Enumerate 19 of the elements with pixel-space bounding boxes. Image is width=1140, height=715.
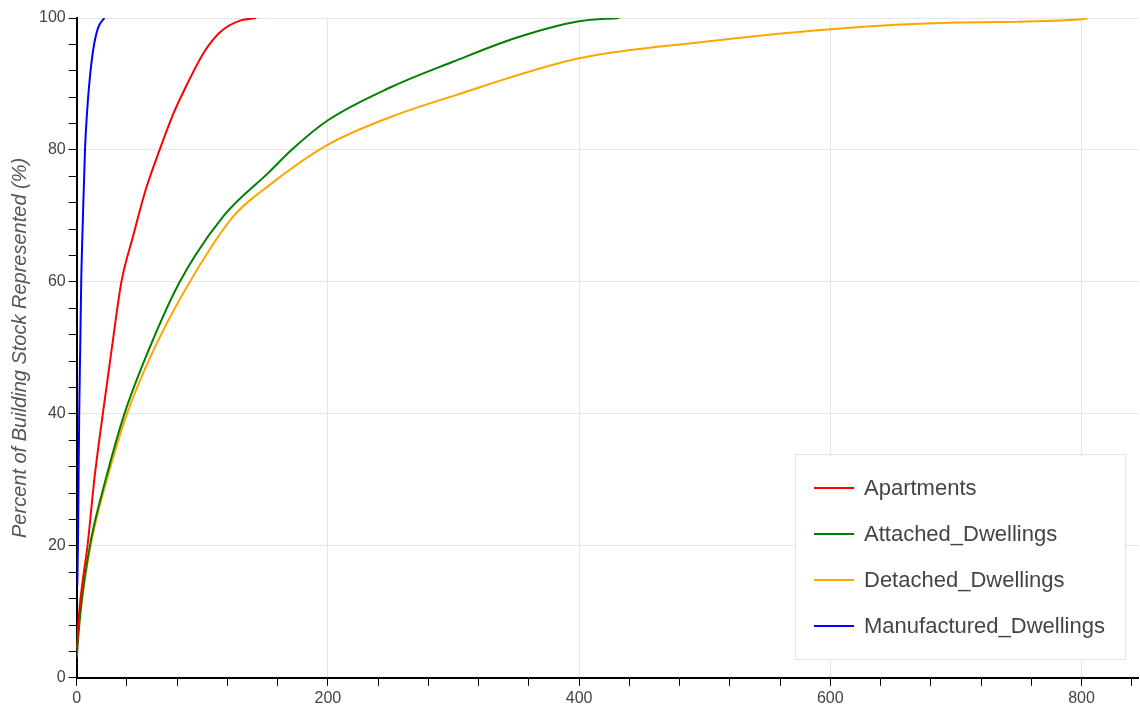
y-tick-label: 100 [38, 8, 66, 26]
line-series [76, 18, 106, 587]
legend-label: Manufactured_Dwellings [864, 612, 1105, 639]
legend-label: Attached_Dwellings [864, 520, 1058, 547]
x-tick-label: 0 [72, 688, 82, 706]
line-series [76, 18, 258, 653]
legend-label: Detached_Dwellings [864, 566, 1065, 593]
y-tick-label: 60 [47, 272, 66, 290]
y-tick-label: 40 [47, 404, 66, 422]
y-tick-label: 20 [47, 536, 66, 554]
legend-label: Apartments [864, 474, 977, 501]
x-tick-label: 200 [314, 688, 342, 706]
y-tick-label: 0 [56, 668, 66, 686]
line-series [76, 18, 621, 660]
y-tick-label: 80 [47, 140, 66, 158]
x-tick-label: 400 [565, 688, 593, 706]
y-axis-title: Percent of Building Stock Represented (%) [7, 157, 30, 538]
x-tick-label: 600 [816, 688, 844, 706]
x-tick-label: 800 [1068, 688, 1095, 706]
